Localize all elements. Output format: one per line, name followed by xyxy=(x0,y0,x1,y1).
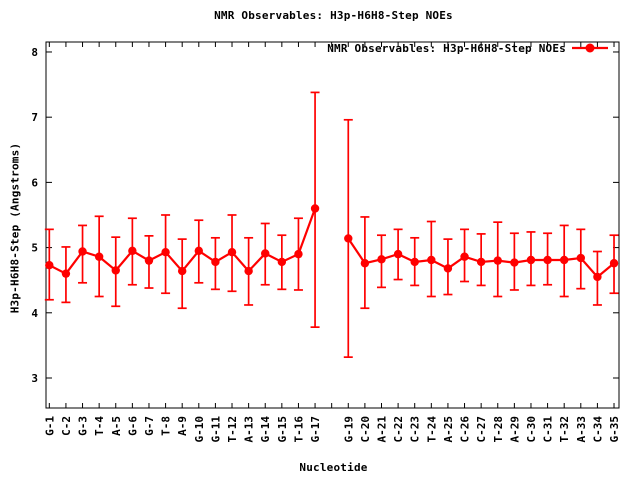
x-tick-label: G-11 xyxy=(209,416,222,443)
data-point xyxy=(609,259,619,268)
data-point xyxy=(393,249,403,259)
x-tick-label: T-28 xyxy=(492,416,505,443)
data-point xyxy=(111,266,120,275)
x-tick-label: G-14 xyxy=(259,416,272,443)
data-point xyxy=(443,264,453,273)
x-tick-label: A-25 xyxy=(442,416,455,443)
data-point xyxy=(227,247,237,257)
data-point xyxy=(526,255,536,265)
data-point xyxy=(244,266,253,276)
y-tick-label: 6 xyxy=(31,176,38,189)
x-tick-label: T-4 xyxy=(93,416,106,436)
x-tick-label: A-5 xyxy=(110,416,123,436)
x-tick-label: C-22 xyxy=(392,416,405,443)
x-tick-label: A-33 xyxy=(575,416,588,443)
x-tick-label: G-3 xyxy=(77,416,90,436)
plot-border xyxy=(45,41,620,409)
data-point xyxy=(510,258,519,267)
y-tick-label: 4 xyxy=(31,307,38,320)
data-point xyxy=(593,272,602,282)
data-point xyxy=(78,247,87,256)
x-tick-label: C-26 xyxy=(459,416,472,443)
data-point xyxy=(261,249,270,258)
x-tick-label: C-31 xyxy=(542,416,555,443)
x-tick-label: C-23 xyxy=(409,416,422,443)
data-point xyxy=(344,234,353,243)
x-tick-label: G-1 xyxy=(43,416,56,436)
x-tick-label: G-10 xyxy=(193,416,206,443)
chart-title: NMR Observables: H3p-H6H8-Step NOEs xyxy=(214,9,453,22)
data-point xyxy=(360,259,370,268)
data-point xyxy=(559,255,569,265)
data-point xyxy=(576,253,585,263)
data-point xyxy=(493,256,502,265)
y-tick-label: 5 xyxy=(31,242,38,255)
x-tick-label: A-9 xyxy=(176,416,189,436)
y-tick-label: 7 xyxy=(31,111,38,124)
x-tick-label: A-29 xyxy=(508,416,521,443)
x-tick-label: G-6 xyxy=(126,416,139,436)
legend-sample-marker xyxy=(585,43,595,53)
data-point xyxy=(460,252,469,261)
data-point xyxy=(45,260,54,270)
x-tick-label: G-17 xyxy=(309,416,322,443)
x-tick-label: G-15 xyxy=(276,416,289,443)
x-tick-label: G-35 xyxy=(608,416,621,443)
x-tick-label: A-21 xyxy=(375,416,388,443)
data-point xyxy=(427,255,436,265)
data-point xyxy=(194,246,203,256)
data-point xyxy=(144,256,154,265)
x-tick-label: G-19 xyxy=(342,416,355,443)
x-tick-label: C-20 xyxy=(359,416,372,443)
x-tick-label: T-8 xyxy=(160,416,173,436)
data-point xyxy=(211,257,220,267)
x-tick-label: A-13 xyxy=(243,416,256,443)
data-point xyxy=(410,257,419,267)
y-axis-label: H3p-H6H8-Step (Angstroms) xyxy=(8,142,22,314)
data-point xyxy=(310,204,320,213)
x-tick-label: T-12 xyxy=(226,416,239,443)
x-tick-label: C-34 xyxy=(591,416,604,443)
x-tick-label: T-16 xyxy=(292,416,305,443)
data-point xyxy=(128,246,137,256)
y-tick-label: 3 xyxy=(31,372,38,385)
data-point xyxy=(61,269,71,278)
data-point xyxy=(161,247,170,257)
legend-label: NMR Observables: H3p-H6H8-Step NOEs xyxy=(327,42,566,55)
x-tick-label: G-7 xyxy=(143,416,156,436)
data-point xyxy=(177,266,187,276)
x-tick-label: T-24 xyxy=(425,416,438,443)
data-point xyxy=(277,257,287,267)
x-tick-label: C-2 xyxy=(60,416,73,436)
data-point xyxy=(294,249,303,259)
x-tick-label: C-27 xyxy=(475,416,488,443)
x-tick-label: T-32 xyxy=(558,416,571,443)
y-tick-label: 8 xyxy=(31,46,38,59)
data-point xyxy=(543,255,552,265)
x-tick-label: C-30 xyxy=(525,416,538,443)
x-axis-label: Nucleotide xyxy=(299,461,368,474)
data-point xyxy=(94,252,104,261)
data-point xyxy=(476,257,486,267)
data-point xyxy=(377,255,386,264)
